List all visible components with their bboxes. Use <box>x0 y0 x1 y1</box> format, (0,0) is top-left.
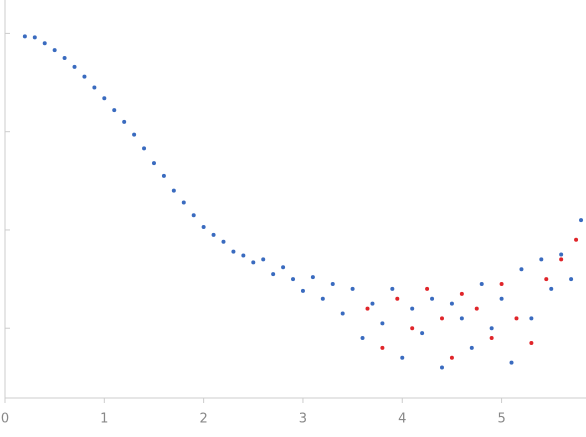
data-point <box>32 35 37 40</box>
x-tick-label: 0 <box>1 412 9 427</box>
data-point <box>469 345 474 350</box>
x-tick-label: 1 <box>100 412 108 427</box>
data-point <box>231 249 236 254</box>
data-point <box>574 237 579 242</box>
data-point <box>559 257 564 262</box>
data-point <box>330 282 335 287</box>
data-point <box>181 200 186 205</box>
data-point <box>519 267 524 272</box>
data-point <box>544 277 549 282</box>
data-point <box>271 272 276 277</box>
data-point <box>449 301 454 306</box>
data-point <box>92 85 97 90</box>
data-point <box>241 253 246 258</box>
data-point <box>439 365 444 370</box>
data-point <box>410 306 415 311</box>
data-point <box>365 306 370 311</box>
data-point <box>251 260 256 265</box>
data-point <box>62 55 67 60</box>
data-point <box>559 252 564 257</box>
x-tick-label: 3 <box>299 412 307 427</box>
data-point <box>449 355 454 360</box>
data-point <box>102 96 107 101</box>
data-point <box>509 360 514 365</box>
data-point <box>459 291 464 296</box>
data-point <box>489 336 494 341</box>
data-point <box>132 132 137 137</box>
data-point <box>380 321 385 326</box>
data-point <box>579 218 584 223</box>
data-point <box>52 48 57 53</box>
data-point <box>291 277 296 282</box>
data-point <box>191 213 196 218</box>
data-point <box>459 316 464 321</box>
data-point <box>310 275 315 280</box>
data-point <box>142 146 147 151</box>
data-point <box>300 288 305 293</box>
data-point <box>479 282 484 287</box>
x-tick-label: 2 <box>199 412 207 427</box>
data-point <box>569 277 574 282</box>
x-tick-label: 5 <box>497 412 505 427</box>
data-point <box>360 336 365 341</box>
data-point <box>350 286 355 291</box>
data-point <box>201 225 206 230</box>
data-point <box>390 286 395 291</box>
data-point <box>420 331 425 336</box>
data-point <box>489 326 494 331</box>
data-point <box>340 311 345 316</box>
data-point <box>549 286 554 291</box>
data-point <box>171 188 176 193</box>
data-point <box>430 296 435 301</box>
data-point <box>380 345 385 350</box>
data-point <box>529 316 534 321</box>
data-point <box>410 326 415 331</box>
data-point <box>112 108 117 113</box>
data-point <box>499 282 504 287</box>
data-point <box>151 161 156 166</box>
data-point <box>320 296 325 301</box>
data-point <box>211 232 216 237</box>
data-point <box>281 265 286 270</box>
data-point <box>514 316 519 321</box>
data-point <box>122 119 127 124</box>
x-tick-label: 4 <box>398 412 406 427</box>
data-point <box>72 64 77 69</box>
data-point <box>439 316 444 321</box>
data-point <box>474 306 479 311</box>
data-point <box>539 257 544 262</box>
data-point <box>395 296 400 301</box>
data-point <box>221 239 226 244</box>
data-point <box>82 74 87 79</box>
data-point <box>370 301 375 306</box>
data-point <box>425 286 430 291</box>
data-point <box>400 355 405 360</box>
data-point <box>42 41 47 46</box>
data-point <box>529 340 534 345</box>
data-point <box>261 257 266 262</box>
data-point <box>22 34 27 39</box>
data-point <box>499 296 504 301</box>
data-point <box>161 173 166 178</box>
